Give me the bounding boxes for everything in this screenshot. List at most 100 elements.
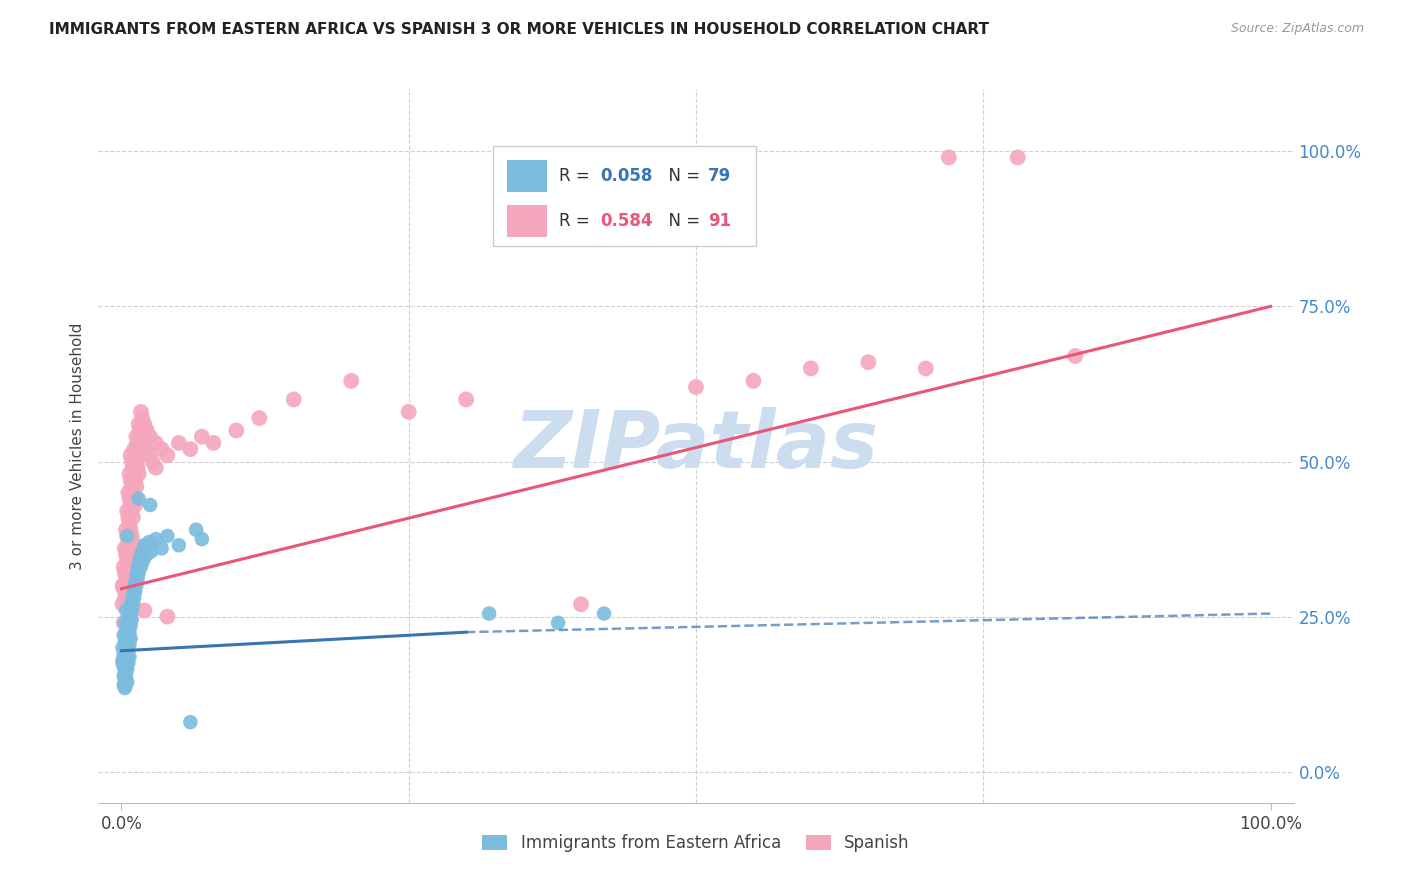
Point — [121, 479, 143, 493]
Point — [139, 430, 162, 444]
Point — [125, 579, 148, 593]
Point — [547, 615, 569, 630]
Point — [156, 448, 179, 462]
Point — [800, 361, 823, 376]
Point — [128, 424, 150, 438]
Point — [145, 460, 167, 475]
Point — [156, 609, 179, 624]
Point — [593, 607, 616, 621]
Point — [120, 609, 142, 624]
Point — [134, 603, 156, 617]
Point — [115, 523, 138, 537]
Point — [115, 529, 138, 543]
Point — [114, 634, 136, 648]
Text: 0.584: 0.584 — [600, 212, 652, 230]
Point — [120, 600, 142, 615]
Point — [118, 541, 141, 556]
Text: 0.058: 0.058 — [600, 168, 652, 186]
Point — [127, 573, 149, 587]
Point — [114, 541, 136, 556]
Point — [115, 674, 138, 689]
Point — [115, 678, 138, 692]
Point — [125, 454, 148, 468]
Point — [122, 582, 145, 596]
Point — [139, 498, 162, 512]
FancyBboxPatch shape — [508, 161, 547, 193]
Point — [132, 554, 155, 568]
Point — [118, 615, 141, 630]
Point — [167, 538, 190, 552]
Point — [118, 516, 141, 531]
Point — [120, 498, 142, 512]
Point — [129, 405, 152, 419]
Point — [127, 563, 149, 577]
Point — [128, 448, 150, 462]
Point — [141, 454, 163, 468]
Point — [117, 485, 139, 500]
Point — [118, 566, 141, 581]
Point — [127, 460, 149, 475]
Point — [117, 535, 139, 549]
Point — [112, 615, 135, 630]
Point — [115, 619, 138, 633]
Point — [135, 424, 157, 438]
Point — [115, 548, 138, 562]
Point — [742, 374, 765, 388]
Point — [135, 548, 157, 562]
Point — [138, 535, 160, 549]
Point — [115, 650, 138, 665]
Point — [117, 622, 139, 636]
Point — [115, 662, 138, 676]
Point — [141, 544, 163, 558]
Point — [569, 597, 592, 611]
Point — [124, 498, 146, 512]
Point — [115, 644, 138, 658]
Text: R =: R = — [558, 212, 595, 230]
Point — [112, 560, 135, 574]
Text: R =: R = — [558, 168, 595, 186]
Point — [122, 510, 145, 524]
Point — [117, 560, 139, 574]
Point — [127, 436, 149, 450]
Point — [398, 405, 420, 419]
Point — [124, 575, 146, 590]
Point — [122, 491, 145, 506]
FancyBboxPatch shape — [508, 205, 547, 237]
Y-axis label: 3 or more Vehicles in Household: 3 or more Vehicles in Household — [69, 322, 84, 570]
Text: 91: 91 — [709, 212, 731, 230]
Point — [125, 479, 148, 493]
Point — [115, 579, 138, 593]
Point — [122, 597, 145, 611]
Point — [117, 644, 139, 658]
Point — [122, 460, 145, 475]
Point — [121, 613, 143, 627]
Point — [135, 442, 157, 456]
Point — [115, 628, 138, 642]
Point — [938, 151, 960, 165]
Point — [115, 638, 138, 652]
Point — [118, 491, 141, 506]
Point — [122, 588, 145, 602]
Point — [111, 597, 134, 611]
Point — [225, 424, 247, 438]
Point — [134, 538, 156, 552]
Point — [112, 628, 135, 642]
Point — [117, 613, 139, 627]
Point — [858, 355, 880, 369]
Point — [150, 541, 173, 556]
Point — [111, 656, 134, 670]
Point — [111, 579, 134, 593]
Legend: Immigrants from Eastern Africa, Spanish: Immigrants from Eastern Africa, Spanish — [475, 828, 917, 859]
Point — [115, 668, 138, 682]
Point — [132, 436, 155, 450]
Point — [120, 619, 142, 633]
Point — [134, 417, 156, 432]
Point — [115, 625, 138, 640]
FancyBboxPatch shape — [494, 146, 756, 246]
Point — [128, 566, 150, 581]
Point — [128, 557, 150, 571]
Point — [117, 656, 139, 670]
Point — [115, 603, 138, 617]
Point — [156, 529, 179, 543]
Point — [191, 430, 214, 444]
